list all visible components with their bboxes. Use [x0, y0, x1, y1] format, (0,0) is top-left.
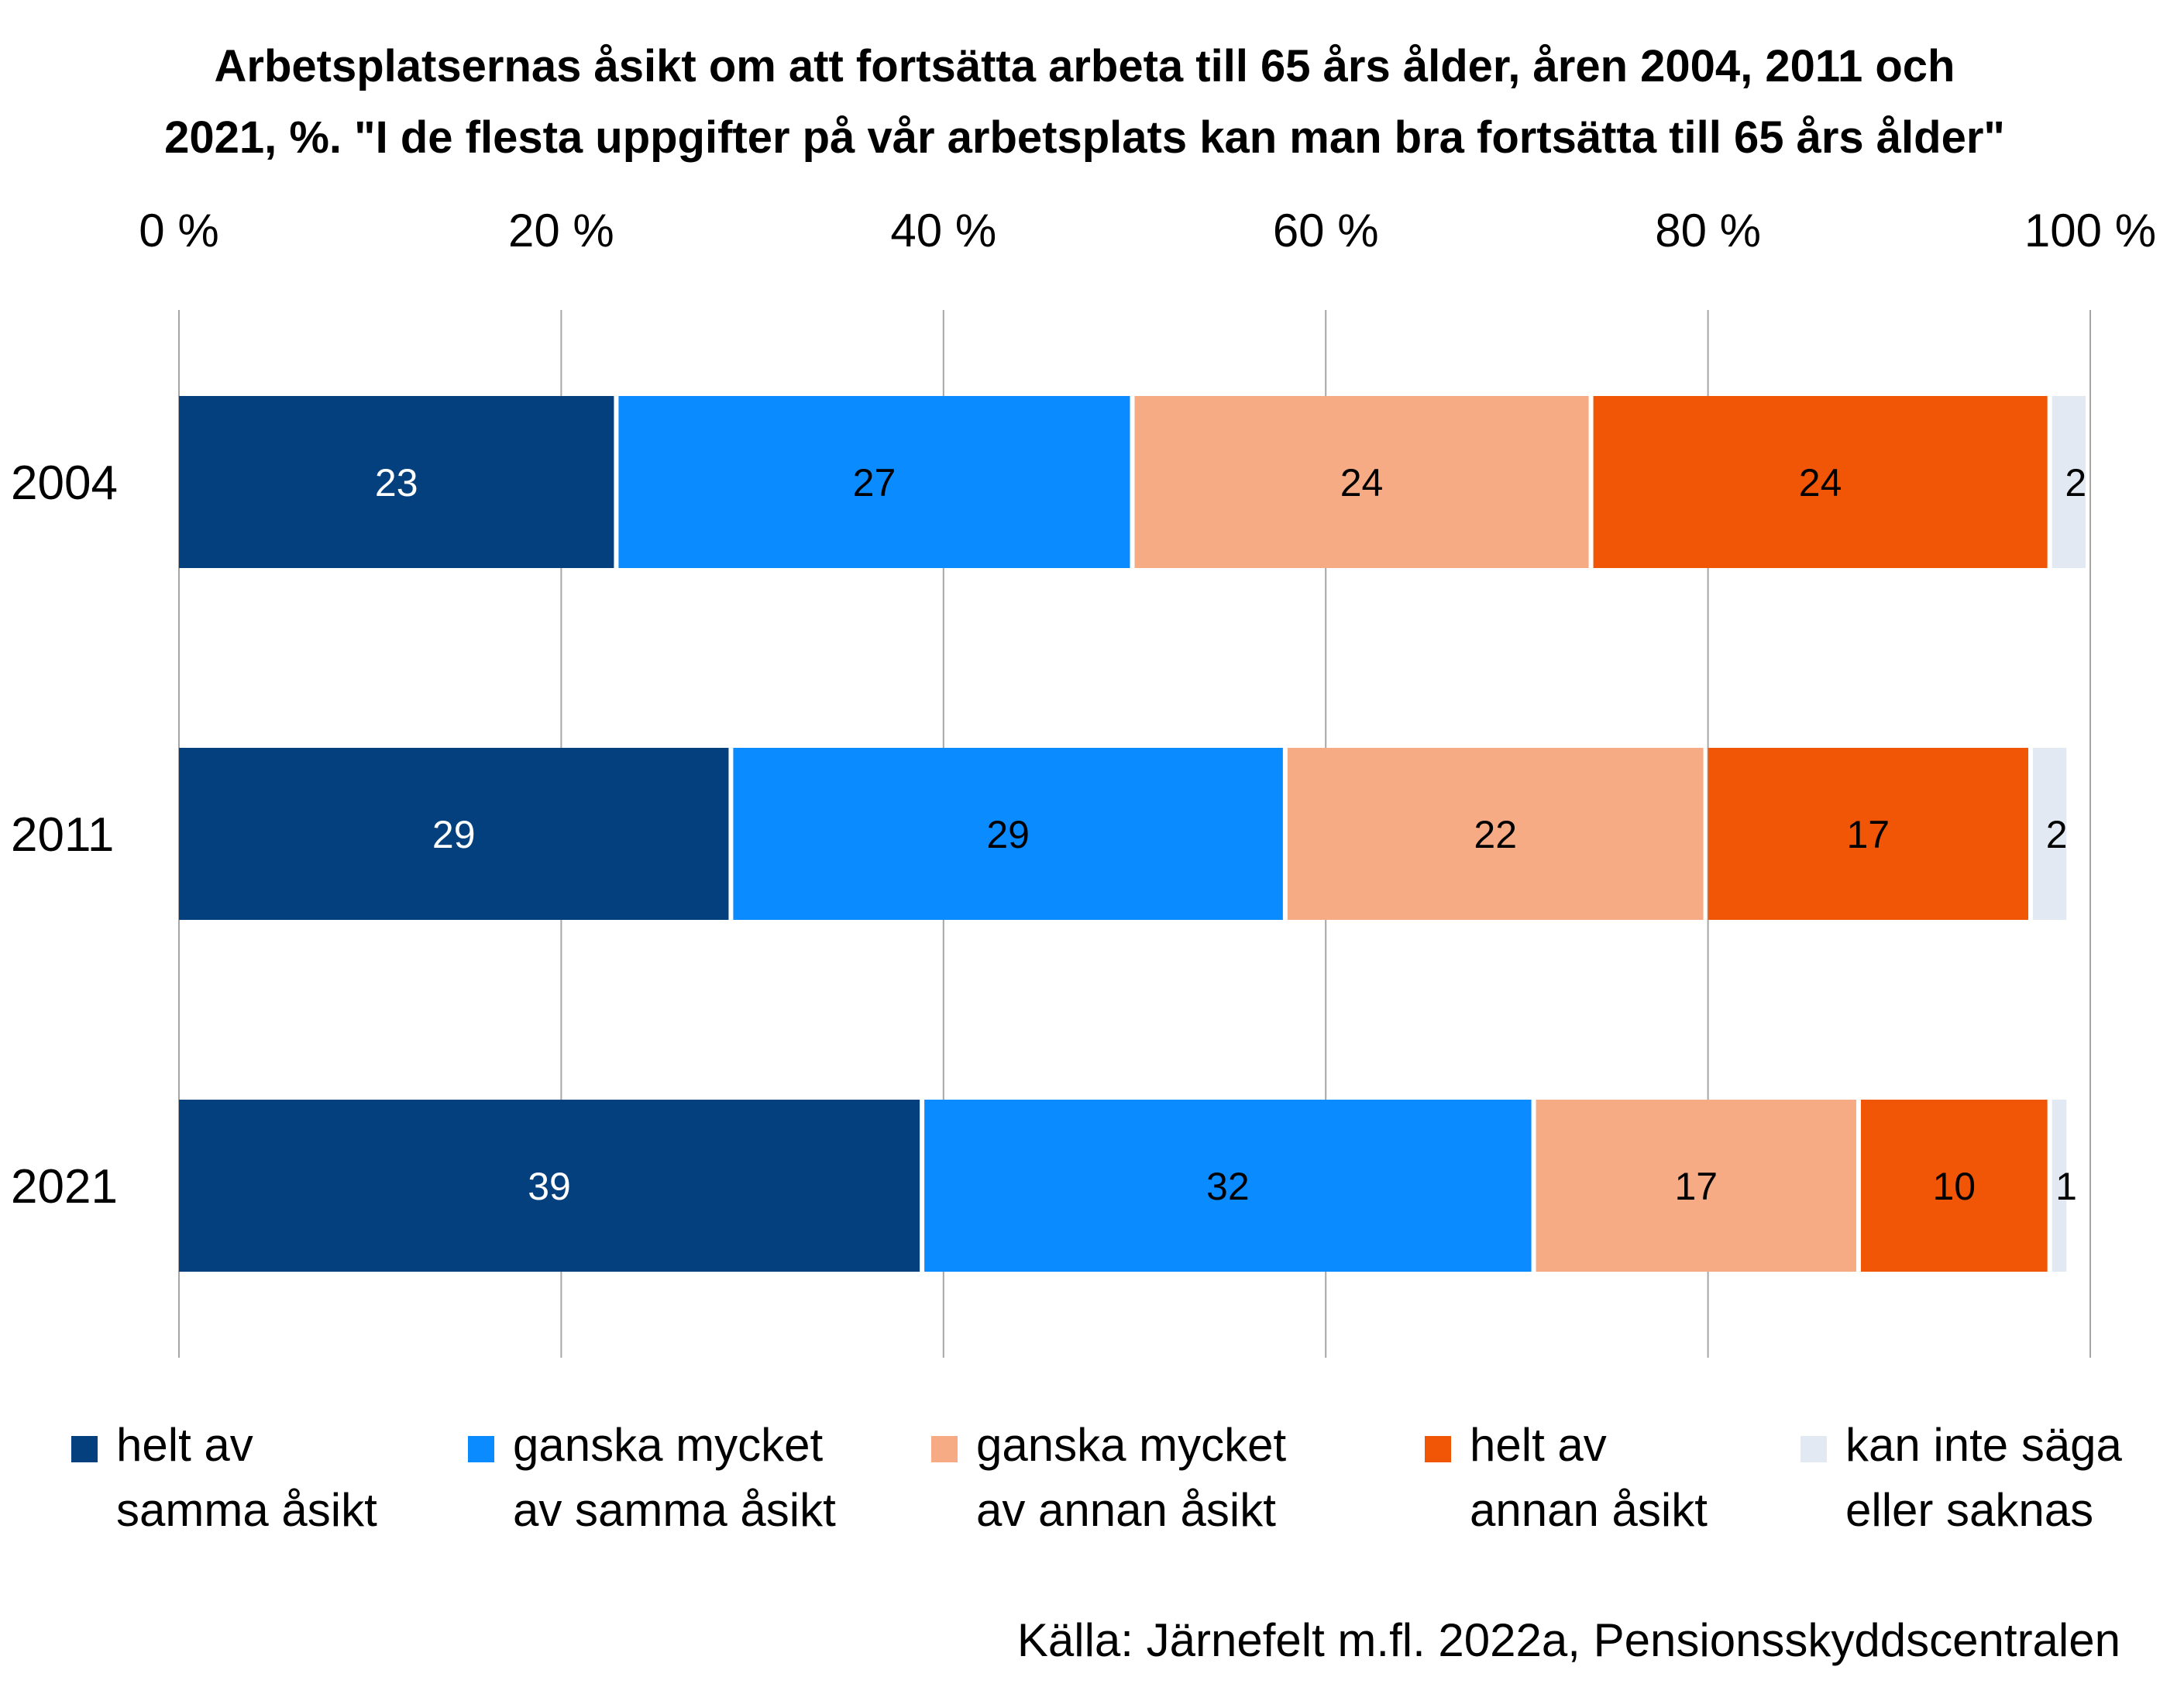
bar-data-label: 29 — [986, 813, 1030, 856]
legend-label: eller saknas — [1845, 1484, 2093, 1536]
legend-label: av annan åsikt — [976, 1484, 1276, 1536]
legend-label: helt av — [116, 1419, 253, 1471]
bar-segment — [2052, 1100, 2067, 1272]
bar-segment — [1287, 748, 1704, 920]
bar-segment — [924, 1100, 1532, 1272]
bar-segment — [1536, 1100, 1856, 1272]
legend-label: ganska mycket — [513, 1419, 823, 1471]
bar-data-label: 32 — [1206, 1165, 1250, 1208]
bar-data-label: 2 — [2065, 461, 2086, 504]
bar-segment — [733, 748, 1283, 920]
x-tick-label: 100 % — [2024, 205, 2156, 257]
bar-segment — [179, 1100, 920, 1272]
category-axis-labels: 2004 2011 2021 — [11, 456, 118, 1214]
x-axis-tick-labels: 0 % 20 % 40 % 60 % 80 % 100 % — [139, 205, 2156, 257]
chart-title-line-2: 2021, %. "I de flesta uppgifter på vår a… — [164, 112, 2005, 163]
legend-label: kan inte säga — [1845, 1419, 2123, 1471]
bar-data-label: 39 — [528, 1165, 571, 1208]
bar-data-label: 1 — [2055, 1165, 2077, 1208]
legend-label: helt av — [1470, 1419, 1607, 1471]
chart-title: Arbetsplatsernas åsikt om att fortsätta … — [164, 41, 2005, 163]
bar-segment — [618, 396, 1130, 568]
category-label: 2021 — [11, 1160, 118, 1214]
category-label: 2011 — [11, 808, 114, 862]
bar-segment — [1593, 396, 2048, 568]
bar-data-label: 22 — [1474, 813, 1517, 856]
bar-segment — [179, 748, 729, 920]
legend-label: ganska mycket — [976, 1419, 1286, 1471]
bar-data-label: 23 — [375, 461, 418, 504]
legend-swatch — [931, 1436, 958, 1462]
bar-data-label: 17 — [1674, 1165, 1718, 1208]
x-tick-label: 0 % — [139, 205, 218, 257]
bar-segment — [1860, 1100, 2048, 1272]
bars: 23 27 24 24 2 29 29 22 17 2 39 32 17 10 1 — [179, 396, 2086, 1272]
bar-segment — [1134, 396, 1589, 568]
bar-segment — [179, 396, 614, 568]
legend-swatch — [468, 1436, 494, 1462]
bar-data-label: 17 — [1846, 813, 1890, 856]
bar-segment — [1708, 748, 2028, 920]
bar-data-label: 24 — [1799, 461, 1842, 504]
bar-segment — [2052, 396, 2086, 568]
legend-swatch — [1425, 1436, 1451, 1462]
bar-data-label: 29 — [432, 813, 476, 856]
x-tick-label: 80 % — [1655, 205, 1761, 257]
chart-title-line-1: Arbetsplatsernas åsikt om att fortsätta … — [215, 41, 1955, 91]
bar-data-label: 10 — [1932, 1165, 1976, 1208]
bar-segment — [2032, 748, 2067, 920]
x-tick-label: 40 % — [890, 205, 996, 257]
legend: helt av samma åsikt ganska mycket av samma … — [71, 1419, 2123, 1536]
bar-data-label: 2 — [2046, 813, 2068, 856]
legend-swatch — [71, 1436, 98, 1462]
category-label: 2004 — [11, 456, 118, 510]
legend-label: annan åsikt — [1470, 1484, 1708, 1536]
legend-swatch — [1801, 1436, 1827, 1462]
x-tick-label: 60 % — [1273, 205, 1379, 257]
x-tick-label: 20 % — [508, 205, 614, 257]
legend-label: samma åsikt — [116, 1484, 377, 1536]
bar-data-label: 24 — [1340, 461, 1384, 504]
bar-data-label: 27 — [853, 461, 896, 504]
source-note: Källa: Järnefelt m.fl. 2022a, Pensionssk… — [1017, 1614, 2120, 1666]
legend-label: av samma åsikt — [513, 1484, 836, 1536]
